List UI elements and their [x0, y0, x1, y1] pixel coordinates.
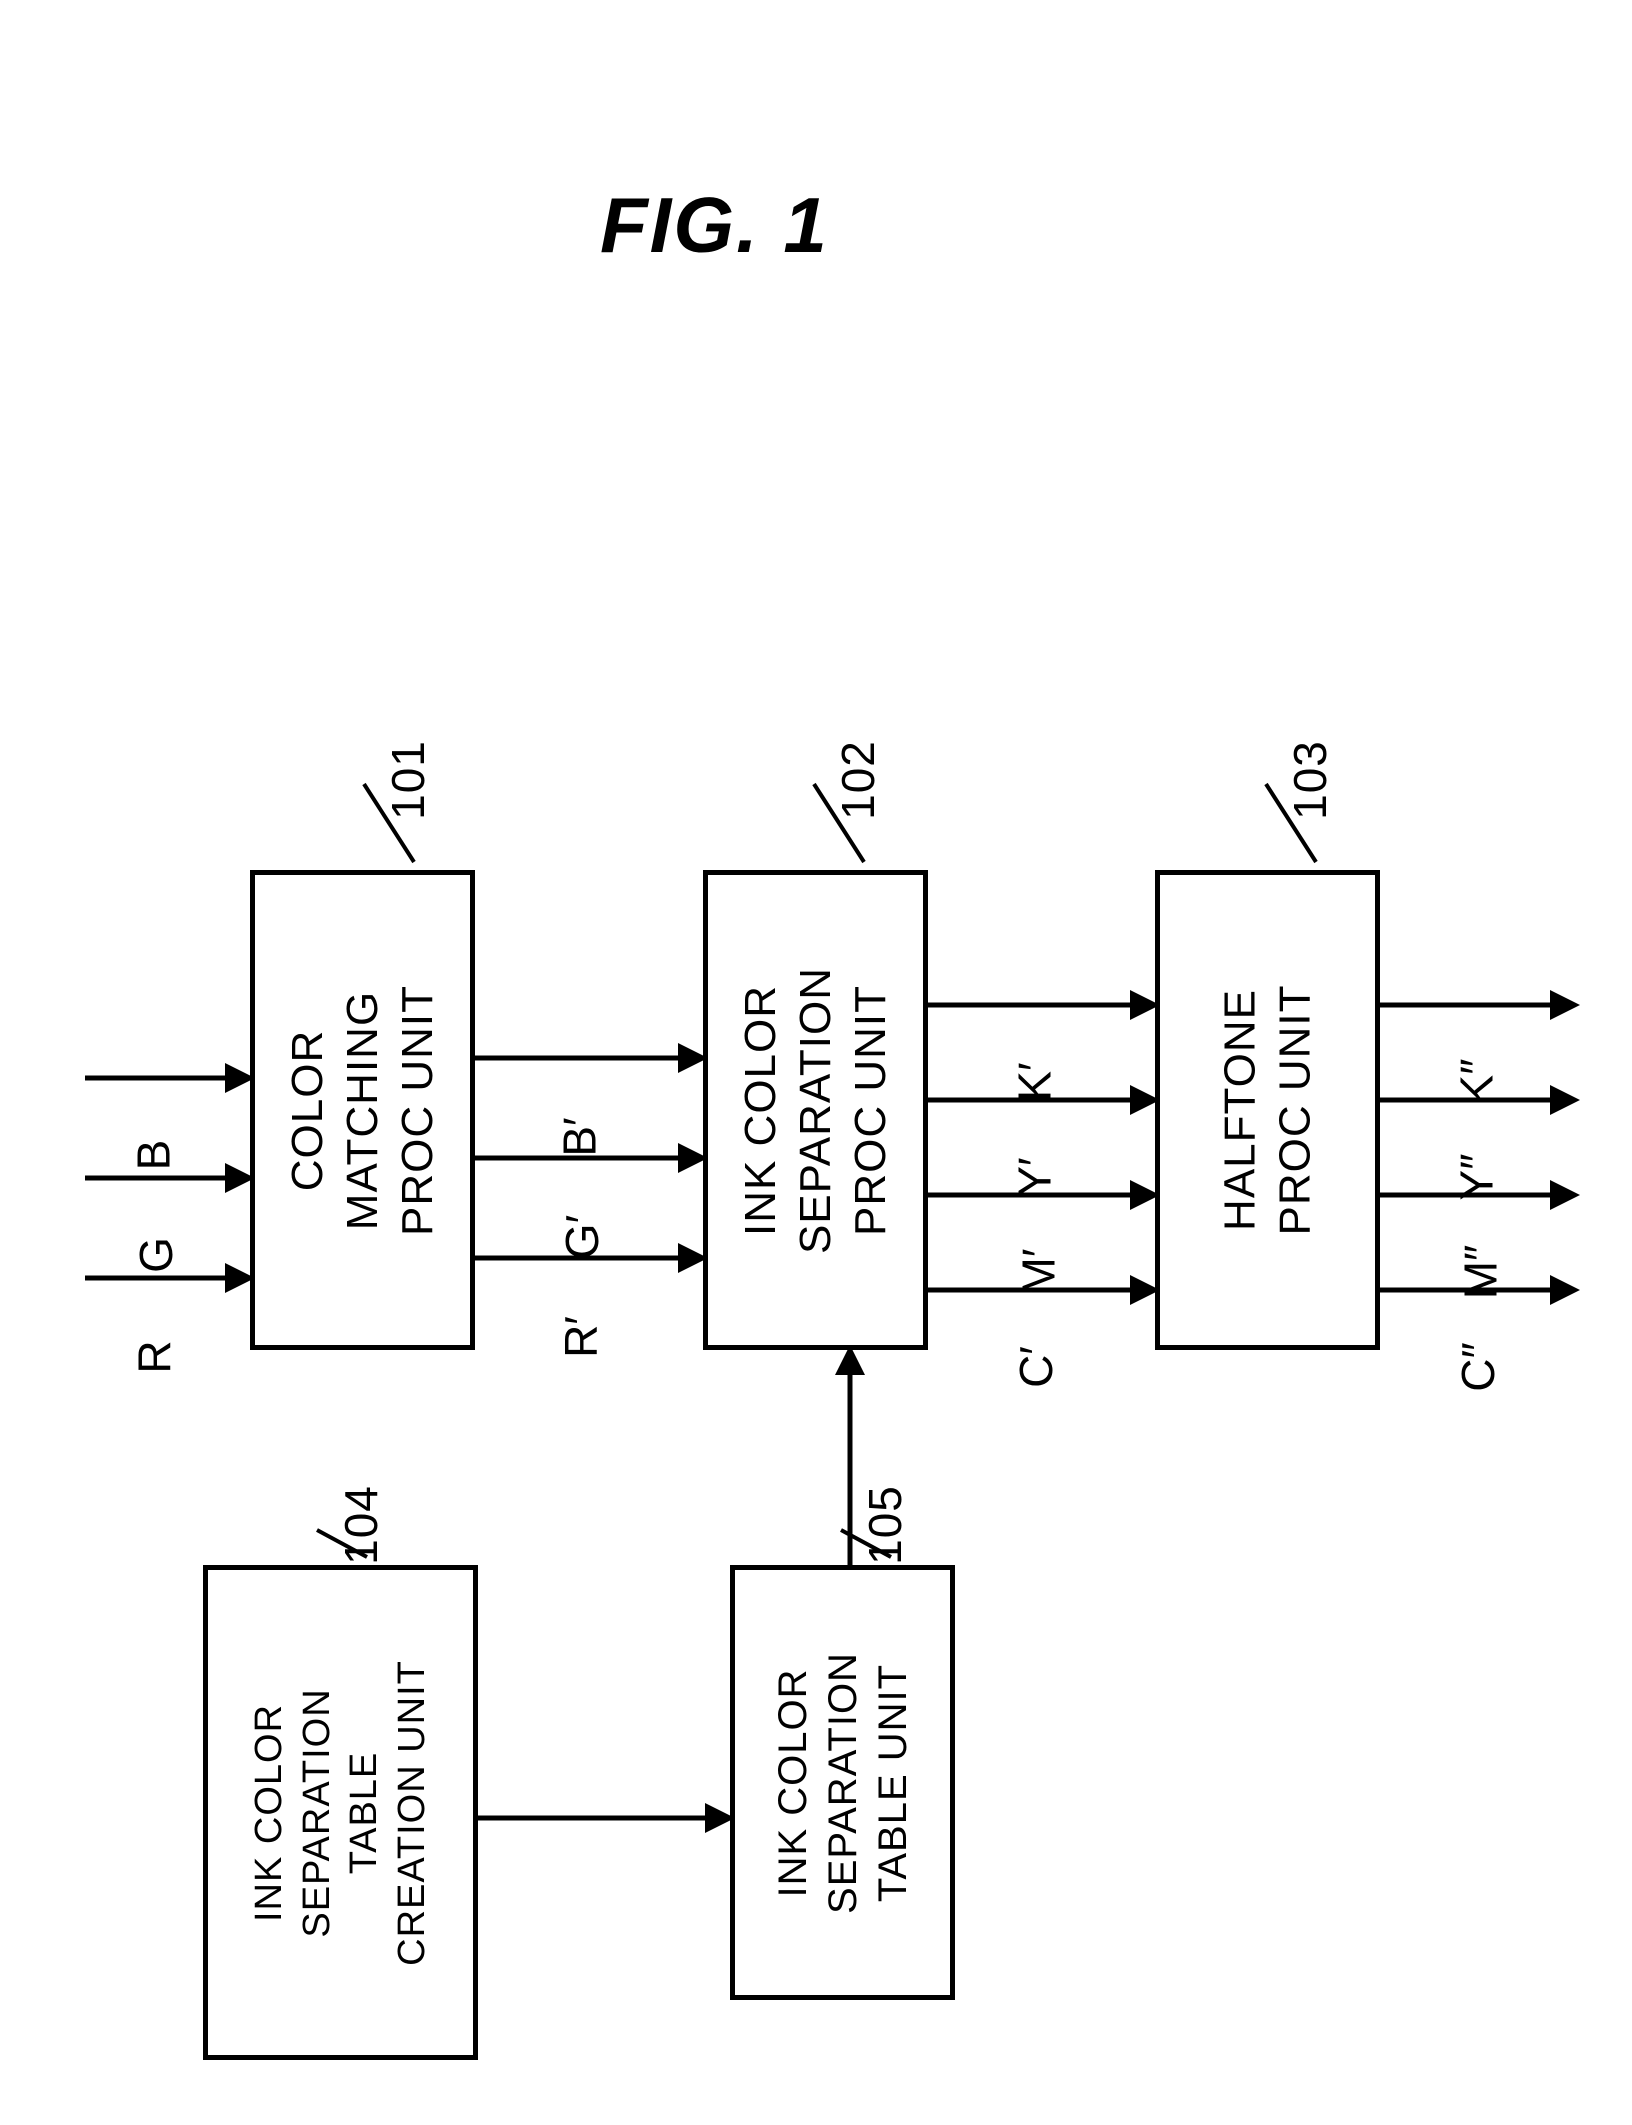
block-label-line: SEPARATION	[293, 1660, 341, 1966]
block-label-line: INK COLOR	[246, 1660, 294, 1966]
block-label-line: COLOR	[280, 985, 335, 1236]
block-105: INK COLORSEPARATIONTABLE UNIT	[730, 1565, 955, 2000]
block-label-line: PROC UNIT	[1268, 985, 1323, 1236]
reference-label-104: 104	[334, 1485, 388, 1565]
block-label-line: TABLE UNIT	[868, 1652, 918, 1914]
signal-label: K′	[1008, 1062, 1062, 1101]
signal-label: B	[126, 1140, 180, 1171]
block-label-line: SEPARATION	[788, 966, 843, 1253]
signal-label: R′	[554, 1316, 608, 1358]
block-101: COLORMATCHINGPROC UNIT	[250, 870, 475, 1350]
block-label-101: COLORMATCHINGPROC UNIT	[280, 985, 445, 1236]
signal-label: M″	[1453, 1245, 1507, 1300]
block-104: INK COLORSEPARATIONTABLECREATION UNIT	[203, 1565, 478, 2060]
signal-label: B′	[553, 1117, 607, 1156]
block-label-line: MATCHING	[335, 985, 390, 1236]
block-label-line: HALFTONE	[1213, 985, 1268, 1236]
reference-label-105: 105	[858, 1485, 912, 1565]
signal-label: G′	[555, 1215, 609, 1259]
signal-label: R	[128, 1340, 182, 1373]
signal-label: C′	[1009, 1346, 1063, 1388]
block-label-line: TABLE	[341, 1660, 389, 1966]
block-label-line: PROC UNIT	[843, 966, 898, 1253]
reference-label-102: 102	[831, 740, 885, 820]
block-label-line: INK COLOR	[768, 1652, 818, 1914]
block-label-105: INK COLORSEPARATIONTABLE UNIT	[768, 1652, 918, 1914]
signal-label: Y″	[1449, 1154, 1503, 1201]
block-label-line: PROC UNIT	[390, 985, 445, 1236]
block-label-102: INK COLORSEPARATIONPROC UNIT	[733, 966, 898, 1253]
block-label-line: INK COLOR	[733, 966, 788, 1253]
signal-label: G	[129, 1237, 183, 1273]
block-label-103: HALFTONEPROC UNIT	[1213, 985, 1323, 1236]
signal-label: K″	[1449, 1059, 1503, 1106]
block-103: HALFTONEPROC UNIT	[1155, 870, 1380, 1350]
block-label-104: INK COLORSEPARATIONTABLECREATION UNIT	[246, 1660, 436, 1966]
signal-label: M′	[1011, 1249, 1065, 1296]
block-label-line: CREATION UNIT	[388, 1660, 436, 1966]
reference-label-101: 101	[381, 740, 435, 820]
signal-label: C″	[1451, 1342, 1505, 1392]
signal-label: Y′	[1008, 1157, 1062, 1196]
block-label-line: SEPARATION	[818, 1652, 868, 1914]
reference-label-103: 103	[1283, 740, 1337, 820]
block-102: INK COLORSEPARATIONPROC UNIT	[703, 870, 928, 1350]
figure-canvas: FIG. 1COLORMATCHINGPROC UNIT101INK COLOR…	[0, 0, 1632, 2125]
